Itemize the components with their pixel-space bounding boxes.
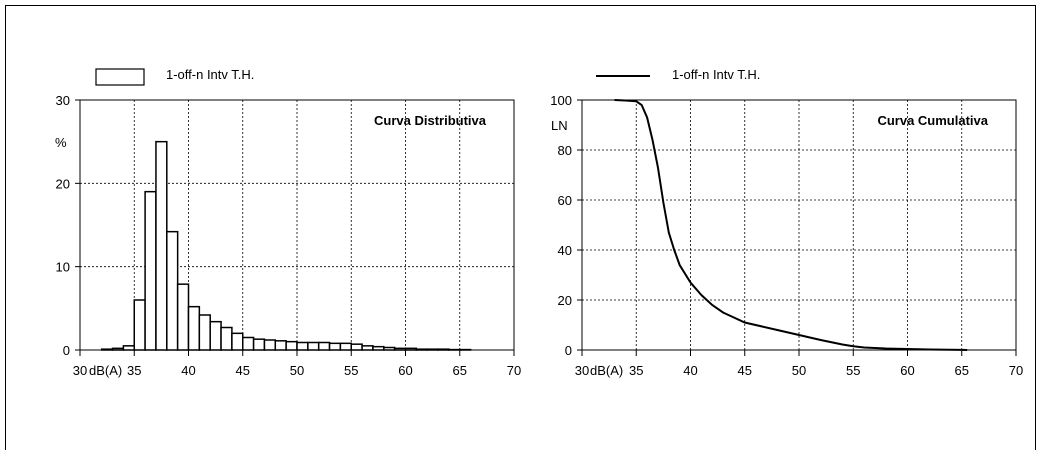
chart2-xunit: dB(A) [590,363,623,378]
chart1-bar [372,345,385,351]
chart1-title: Curva Distributiva [374,113,487,128]
chart1-legend-swatch [95,68,145,86]
chart1-bar [437,348,450,351]
chart2-legend-label: 1-off-n Intv T.H. [672,67,760,82]
chart1-legend-label: 1-off-n Intv T.H. [166,67,254,82]
chart1-x-tick-label: 45 [236,363,250,378]
chart2-x-tick-label: 45 [738,363,752,378]
chart1-bar [166,230,179,351]
chart1-bar [187,305,201,351]
chart1-y-tick-label: 20 [56,176,70,191]
chart1-bar [242,336,255,351]
chart2-ylabel: LN [551,118,568,133]
chart1-y-tick-label: 0 [63,343,70,358]
chart2-x-tick-label: 30 [575,363,589,378]
chart2-y-tick-label: 80 [558,143,572,158]
chart1-bar [209,320,222,351]
chart1-bar [350,343,363,351]
chart1-bar [393,347,407,351]
chart1-x-tick-label: 40 [181,363,195,378]
chart1-bar [198,314,211,351]
chart2-x-tick-label: 60 [900,363,914,378]
chart-frame [5,5,1036,450]
chart1-bar [111,347,125,351]
chart1-bar [100,348,114,351]
chart2-y-tick-label: 0 [565,343,572,358]
chart1-bar [361,345,374,351]
chart1-bar [296,341,309,351]
chart1-x-tick-label: 30 [73,363,87,378]
chart2-x-tick-label: 55 [846,363,860,378]
chart2-x-tick-label: 40 [683,363,697,378]
chart1-bar [252,338,266,351]
chart1-x-tick-label: 35 [127,363,141,378]
chart2-x-tick-label: 35 [629,363,643,378]
chart1-bar [426,348,439,351]
chart1-bar [220,326,233,351]
chart1-bar [415,348,428,351]
chart1-x-tick-label: 60 [398,363,412,378]
chart1-bar [176,283,190,351]
chart2-y-tick-label: 100 [550,93,572,108]
chart2-y-tick-label: 20 [558,293,572,308]
chart1-bar [144,190,157,351]
chart2-series-line [614,99,968,351]
chart1-y-tick-label: 10 [56,260,70,275]
chart1-bar [122,345,136,351]
chart1-ylabel: % [55,135,67,150]
chart1-bar [274,340,287,351]
chart1-bar [285,340,298,351]
chart2-y-tick-label: 40 [558,243,572,258]
chart1-bar [317,341,331,351]
chart1-bar [231,332,244,351]
chart1-bar [328,342,342,351]
chart1-xunit: dB(A) [89,363,122,378]
chart1-bar [307,341,320,351]
chart1-bar [339,342,352,351]
chart1-bar [383,346,396,351]
chart1-y-tick-label: 30 [56,93,70,108]
chart1-x-tick-label: 70 [507,363,521,378]
chart1-x-tick-label: 65 [453,363,467,378]
chart1-x-tick-label: 50 [290,363,304,378]
chart1-bar [133,299,146,351]
chart1-bar [263,339,277,351]
chart2-x-tick-label: 50 [792,363,806,378]
chart1-bar [155,140,168,351]
chart2-title: Curva Cumulativa [877,113,988,128]
chart1-x-tick-label: 55 [344,363,358,378]
chart1-bar [404,347,418,351]
chart2-x-tick-label: 70 [1009,363,1023,378]
chart2-y-tick-label: 60 [558,193,572,208]
chart2-x-tick-label: 65 [955,363,969,378]
